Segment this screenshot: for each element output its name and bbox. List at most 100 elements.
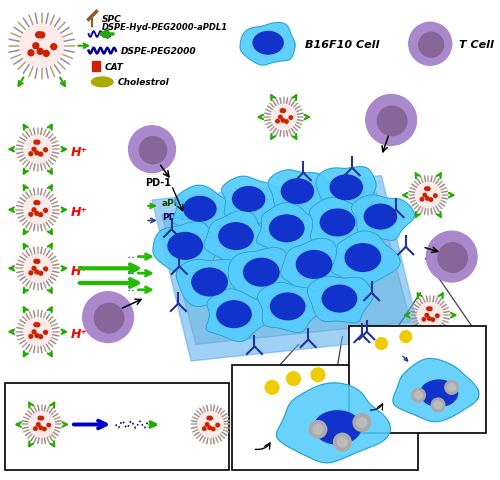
Text: H₂O₂: H₂O₂ xyxy=(306,365,330,373)
Circle shape xyxy=(416,183,441,208)
Circle shape xyxy=(38,33,44,39)
Circle shape xyxy=(36,323,40,327)
Polygon shape xyxy=(206,289,272,342)
Ellipse shape xyxy=(217,301,251,328)
Polygon shape xyxy=(228,248,292,299)
Ellipse shape xyxy=(232,187,264,212)
Circle shape xyxy=(353,414,370,432)
Circle shape xyxy=(24,255,52,283)
Circle shape xyxy=(378,107,407,136)
Polygon shape xyxy=(352,195,414,241)
Polygon shape xyxy=(276,383,390,463)
Circle shape xyxy=(206,423,209,426)
Ellipse shape xyxy=(420,380,458,407)
Ellipse shape xyxy=(330,176,362,200)
Circle shape xyxy=(33,44,39,49)
Ellipse shape xyxy=(192,269,228,296)
Text: H⁺: H⁺ xyxy=(71,327,88,340)
Ellipse shape xyxy=(270,293,305,320)
Circle shape xyxy=(39,213,42,217)
Ellipse shape xyxy=(314,411,361,444)
Circle shape xyxy=(43,51,49,57)
Circle shape xyxy=(422,318,426,322)
Circle shape xyxy=(28,51,34,57)
Text: SPC: SPC xyxy=(102,15,122,24)
Circle shape xyxy=(34,260,38,264)
Polygon shape xyxy=(204,211,270,264)
Text: DSPE-Hyd-PEG2000-aPDL1: DSPE-Hyd-PEG2000-aPDL1 xyxy=(102,23,228,32)
Circle shape xyxy=(278,116,282,120)
Circle shape xyxy=(36,33,42,39)
Ellipse shape xyxy=(253,33,283,55)
Ellipse shape xyxy=(244,259,279,287)
Polygon shape xyxy=(280,239,348,293)
Text: Cholestrol: Cholestrol xyxy=(118,78,170,87)
Circle shape xyxy=(434,401,442,409)
Circle shape xyxy=(39,335,42,339)
Circle shape xyxy=(426,197,429,201)
Polygon shape xyxy=(393,359,479,422)
Polygon shape xyxy=(256,203,324,256)
Circle shape xyxy=(24,136,52,164)
Polygon shape xyxy=(176,260,244,307)
Circle shape xyxy=(357,418,367,428)
Text: DSPE-PEG2000: DSPE-PEG2000 xyxy=(121,47,196,56)
Ellipse shape xyxy=(168,233,202,260)
Circle shape xyxy=(39,272,42,276)
Polygon shape xyxy=(172,186,235,235)
Polygon shape xyxy=(310,198,376,250)
Circle shape xyxy=(39,153,42,157)
Circle shape xyxy=(29,335,33,338)
Circle shape xyxy=(280,109,284,113)
Polygon shape xyxy=(331,231,400,287)
Circle shape xyxy=(434,194,437,198)
Circle shape xyxy=(424,188,428,191)
Circle shape xyxy=(334,433,351,451)
Ellipse shape xyxy=(219,223,253,250)
Ellipse shape xyxy=(320,210,354,236)
Circle shape xyxy=(366,96,416,146)
Circle shape xyxy=(36,141,40,145)
Circle shape xyxy=(412,388,426,402)
Text: PD-L1: PD-L1 xyxy=(162,213,192,222)
FancyBboxPatch shape xyxy=(232,365,418,470)
Circle shape xyxy=(202,427,206,431)
Circle shape xyxy=(35,334,38,337)
Text: CAT@aPDL1-SSL: CAT@aPDL1-SSL xyxy=(10,449,74,455)
Circle shape xyxy=(282,109,286,113)
Text: CAT@SSL: CAT@SSL xyxy=(192,449,228,455)
Circle shape xyxy=(313,425,323,434)
Circle shape xyxy=(216,423,220,427)
Circle shape xyxy=(47,423,50,427)
Circle shape xyxy=(32,330,36,334)
Circle shape xyxy=(24,318,52,346)
Text: CAT: CAT xyxy=(105,62,124,72)
Text: H⁺: H⁺ xyxy=(71,145,88,158)
Ellipse shape xyxy=(322,286,356,312)
Circle shape xyxy=(29,412,54,437)
Circle shape xyxy=(436,314,439,318)
Circle shape xyxy=(140,137,166,165)
Circle shape xyxy=(32,267,36,271)
Circle shape xyxy=(284,120,288,124)
Ellipse shape xyxy=(364,205,396,229)
Circle shape xyxy=(265,381,279,395)
Circle shape xyxy=(286,372,300,385)
Circle shape xyxy=(428,307,432,311)
Text: H⁺: H⁺ xyxy=(71,264,88,277)
Ellipse shape xyxy=(92,78,113,87)
Circle shape xyxy=(35,212,38,216)
Circle shape xyxy=(426,188,430,191)
Circle shape xyxy=(35,152,38,156)
Circle shape xyxy=(311,368,325,382)
Circle shape xyxy=(34,201,38,205)
Circle shape xyxy=(408,23,452,66)
Ellipse shape xyxy=(184,197,216,222)
Circle shape xyxy=(423,194,426,197)
Circle shape xyxy=(431,398,445,412)
Circle shape xyxy=(34,141,38,145)
Circle shape xyxy=(431,318,434,322)
Circle shape xyxy=(448,384,456,392)
Text: T Cell: T Cell xyxy=(460,40,494,49)
Circle shape xyxy=(426,307,430,311)
